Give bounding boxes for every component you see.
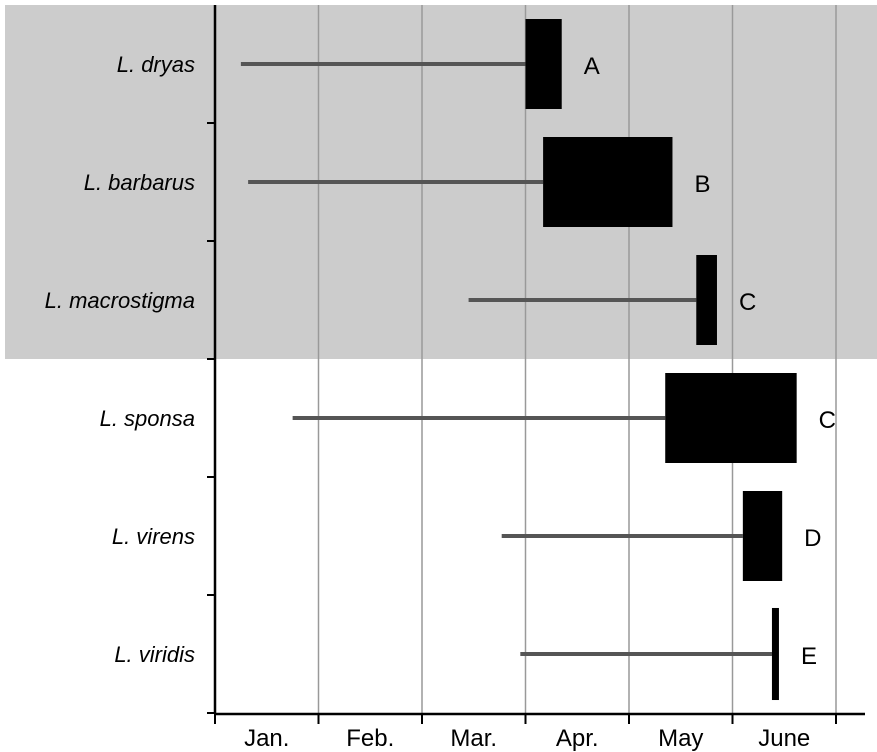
peak-bar — [665, 373, 797, 463]
species-row: L. virens D — [112, 491, 822, 581]
group-label: C — [819, 407, 836, 434]
species-label: L. viridis — [114, 642, 195, 667]
species-row: L. barbarus B — [84, 137, 710, 227]
peak-bar — [525, 19, 562, 109]
month-label: May — [658, 725, 703, 752]
species-rows: L. dryas AL. barbarus BL. macrostigma CL. s… — [45, 19, 836, 701]
month-label: June — [758, 725, 810, 752]
species-label: L. sponsa — [100, 406, 195, 431]
month-label: Apr. — [556, 725, 599, 752]
species-label: L. virens — [112, 524, 195, 549]
species-label: L. barbarus — [84, 170, 195, 195]
species-row: L. sponsa C — [100, 373, 836, 463]
group-label: B — [694, 171, 710, 198]
group-label: D — [804, 525, 821, 552]
group-label: C — [739, 289, 756, 316]
group-label: A — [584, 53, 600, 80]
peak-bar — [771, 607, 779, 701]
month-labels: Jan. Feb. Mar. Apr. May June — [244, 725, 810, 752]
species-row: L. dryas A — [117, 19, 600, 109]
species-label: L. macrostigma — [45, 288, 195, 313]
grid-lines — [317, 5, 837, 714]
month-label: Mar. — [450, 725, 497, 752]
month-label: Feb. — [346, 725, 394, 752]
month-label: Jan. — [244, 725, 289, 752]
species-label: L. dryas — [117, 52, 195, 77]
peak-bar — [696, 255, 717, 345]
axes — [207, 5, 865, 724]
species-row: L. viridis E — [114, 607, 817, 701]
group-label: E — [801, 643, 817, 670]
peak-bar — [742, 491, 783, 581]
peak-bar — [543, 137, 673, 227]
species-row: L. macrostigma C — [45, 255, 756, 345]
